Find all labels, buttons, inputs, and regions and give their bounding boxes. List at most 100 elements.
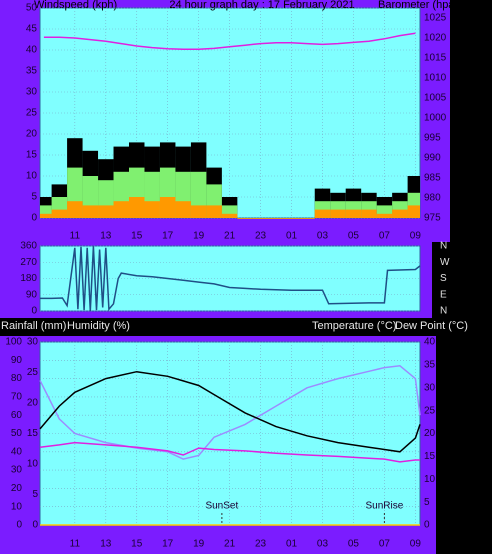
x-tick-label: 23 <box>255 539 267 550</box>
y-tick-label: 90 <box>11 355 23 366</box>
bar <box>392 209 408 218</box>
y-tick-label: 5 <box>31 192 37 203</box>
y-tick-label: 100 <box>5 337 22 348</box>
y2-tick-label: 0 <box>424 520 430 531</box>
x-tick-label: 19 <box>193 231 205 242</box>
y-tick-label: 20 <box>11 483 23 494</box>
y2-tick-label: S <box>440 273 447 284</box>
y2-tick-label: 5 <box>424 497 430 508</box>
bar <box>67 201 83 218</box>
y-tick-label: 20 <box>26 129 38 140</box>
y2-tick-label: 1025 <box>424 13 447 24</box>
x-tick-label: 19 <box>193 539 205 550</box>
x-tick-label: 15 <box>131 539 143 550</box>
annotation-label: SunRise <box>365 501 403 512</box>
x-tick-label: 21 <box>224 539 236 550</box>
y2-tick-label: N <box>440 241 447 252</box>
x-tick-label: 13 <box>100 231 112 242</box>
y-tick-label: 40 <box>26 45 38 56</box>
y2-tick-label: 985 <box>424 173 441 184</box>
x-tick-label: 03 <box>317 539 329 550</box>
chart-title: 24 hour graph day : 17 February 2021 <box>169 0 354 11</box>
x-tick-label: 15 <box>131 231 143 242</box>
x-tick-label: 07 <box>379 231 391 242</box>
x-tick-label: 11 <box>70 539 81 550</box>
y3-tick-label: 20 <box>27 398 39 409</box>
bar <box>252 218 269 219</box>
y2-tick-label: 990 <box>424 153 441 164</box>
y-tick-label: 0 <box>31 213 37 224</box>
x-tick-label: 21 <box>224 231 236 242</box>
x-tick-label: 05 <box>348 231 360 242</box>
y3-tick-label: 15 <box>27 428 39 439</box>
y-tick-label: 10 <box>26 171 38 182</box>
bar <box>221 213 238 218</box>
bar <box>376 213 393 218</box>
x-tick-label: 17 <box>162 539 174 550</box>
x-tick-label: 13 <box>100 539 112 550</box>
data-line <box>43 32 416 50</box>
bar <box>113 201 130 218</box>
y2-tick-label: E <box>440 289 447 300</box>
y2-tick-label: 1000 <box>424 113 447 124</box>
y3-tick-label: 30 <box>27 337 39 348</box>
bar <box>361 209 377 218</box>
y-tick-label: 80 <box>11 373 23 384</box>
y-tick-label: 15 <box>26 150 38 161</box>
bar <box>98 205 114 218</box>
y2-tick-label: 975 <box>424 213 441 224</box>
y2-tick-label: 15 <box>424 451 436 462</box>
y2-axis-label: Temperature (°C) <box>312 320 396 332</box>
y-tick-label: 30 <box>26 87 38 98</box>
y-tick-label: 45 <box>26 24 38 35</box>
y-axis-label: Windspeed (kph) <box>34 0 117 11</box>
y-tick-label: 70 <box>11 392 23 403</box>
y2-tick-label: 35 <box>424 360 436 371</box>
bar <box>190 205 207 218</box>
bar <box>129 197 145 218</box>
data-line <box>40 246 421 312</box>
y-tick-label: 30 <box>11 465 23 476</box>
bar <box>206 205 222 218</box>
x-tick-label: 09 <box>410 539 422 550</box>
y2-tick-label: 995 <box>424 133 441 144</box>
bar <box>159 197 176 218</box>
y3-tick-label: 5 <box>32 489 38 500</box>
y2-tick-label: 980 <box>424 193 441 204</box>
x-tick-label: 23 <box>255 231 267 242</box>
y2-tick-label: 25 <box>424 405 436 416</box>
y2-tick-label: N <box>440 306 447 317</box>
y2-tick-label: 1015 <box>424 53 447 64</box>
bar <box>345 209 362 218</box>
y2-tick-label: 30 <box>424 382 436 393</box>
y-tick-label: 270 <box>20 257 37 268</box>
bar <box>40 205 52 218</box>
annotation-label: SunSet <box>205 501 238 512</box>
x-tick-label: 17 <box>162 231 174 242</box>
y3-tick-label: 25 <box>27 367 39 378</box>
bar <box>314 209 331 218</box>
bar <box>330 209 346 218</box>
y2-tick-label: W <box>440 257 450 268</box>
y-tick-label: 50 <box>26 3 38 14</box>
y-tick-label: 60 <box>11 410 23 421</box>
y2-tick-label: 40 <box>424 337 436 348</box>
y2-tick-label: 1010 <box>424 73 447 84</box>
y2-tick-label: 20 <box>424 428 436 439</box>
y-tick-label: 360 <box>20 241 37 252</box>
y3-tick-label: 0 <box>32 520 38 531</box>
bar <box>299 218 315 219</box>
bar <box>51 209 68 218</box>
x-tick-label: 09 <box>410 231 422 242</box>
y2-tick-label: 1005 <box>424 93 447 104</box>
y2-axis-label: Barometer (hpa) <box>378 0 458 11</box>
y2-tick-label: 1020 <box>424 33 447 44</box>
y-tick-label: 0 <box>31 306 37 317</box>
y-tick-label: 35 <box>26 66 38 77</box>
x-tick-label: 01 <box>286 539 298 550</box>
data-line <box>39 370 421 453</box>
bar <box>175 201 191 218</box>
data-line <box>39 441 420 463</box>
